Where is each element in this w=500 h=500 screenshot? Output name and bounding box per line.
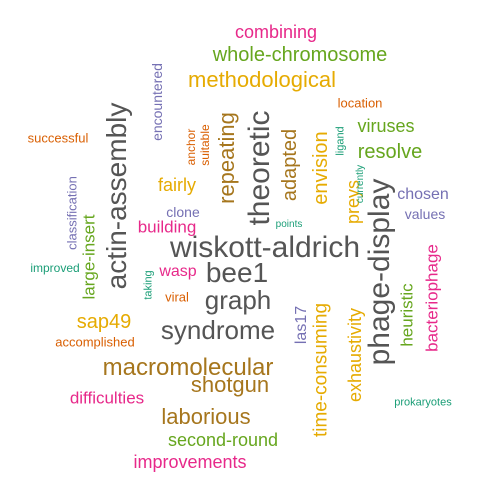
cloud-word: difficulties (69, 388, 145, 408)
cloud-word: prokaryotes (394, 396, 452, 409)
cloud-word: points (275, 219, 303, 230)
cloud-word: whole-chromosome (212, 44, 388, 66)
cloud-word: anchor (184, 128, 198, 166)
cloud-word: graph (204, 285, 272, 315)
cloud-word: improved (30, 261, 80, 275)
cloud-word: taking (142, 270, 155, 300)
cloud-word: wiskott-aldrich (169, 231, 361, 264)
cloud-word: time-consuming (310, 302, 332, 438)
cloud-word: heuristic (397, 283, 417, 347)
cloud-word: classification (64, 176, 80, 250)
cloud-word: bee1 (205, 257, 269, 288)
cloud-word: encountered (149, 63, 165, 141)
cloud-word: large-insert (79, 214, 99, 300)
cloud-word: bacteriophage (422, 244, 442, 352)
cloud-word: second-round (167, 430, 279, 450)
cloud-word: fairly (157, 175, 197, 195)
cloud-word: methodological (188, 67, 336, 92)
cloud-word: envision (310, 131, 332, 205)
cloud-word: improvements (133, 452, 247, 472)
cloud-word: phage-display (363, 178, 396, 366)
cloud-word: accomplished (55, 334, 135, 350)
cloud-word: chosen (397, 186, 449, 203)
cloud-word: viruses (357, 116, 415, 136)
cloud-word: building (137, 217, 197, 237)
cloud-word: clone (166, 204, 200, 220)
cloud-word: values (404, 206, 446, 222)
cloud-word: shotgun (190, 372, 270, 397)
cloud-word: syndrome (160, 315, 276, 345)
cloud-word: resolve (357, 141, 423, 163)
cloud-word: sap49 (76, 311, 132, 333)
cloud-word: location (337, 95, 383, 111)
cloud-word: las17 (293, 305, 310, 345)
cloud-word: currently (355, 164, 366, 204)
cloud-word: theoretic (243, 110, 276, 226)
cloud-word: wasp (159, 263, 197, 280)
cloud-word: exhaustivity (345, 307, 365, 403)
cloud-word: adapted (279, 128, 301, 202)
cloud-word: suitable (198, 124, 212, 166)
cloud-word: ligand (334, 126, 347, 156)
cloud-word: repeating (214, 112, 239, 204)
cloud-word: actin-assembly (101, 102, 132, 290)
cloud-word: macromolecular (102, 354, 274, 381)
cloud-word: combining (234, 22, 318, 42)
cloud-word: viral (165, 289, 189, 305)
cloud-word: successful (27, 130, 89, 146)
cloud-word: laborious (161, 404, 251, 429)
